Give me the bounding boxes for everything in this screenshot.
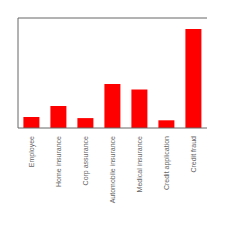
svg-text:Home insurance: Home insurance: [55, 136, 62, 187]
svg-text:Credit application: Credit application: [163, 136, 171, 190]
svg-text:Medical insurance: Medical insurance: [136, 136, 143, 193]
svg-text:Corp assurance: Corp assurance: [82, 136, 90, 186]
svg-text:Employee: Employee: [28, 136, 36, 167]
svg-text:Credit fraud: Credit fraud: [190, 136, 197, 173]
svg-text:Automobile insurance: Automobile insurance: [109, 136, 116, 203]
